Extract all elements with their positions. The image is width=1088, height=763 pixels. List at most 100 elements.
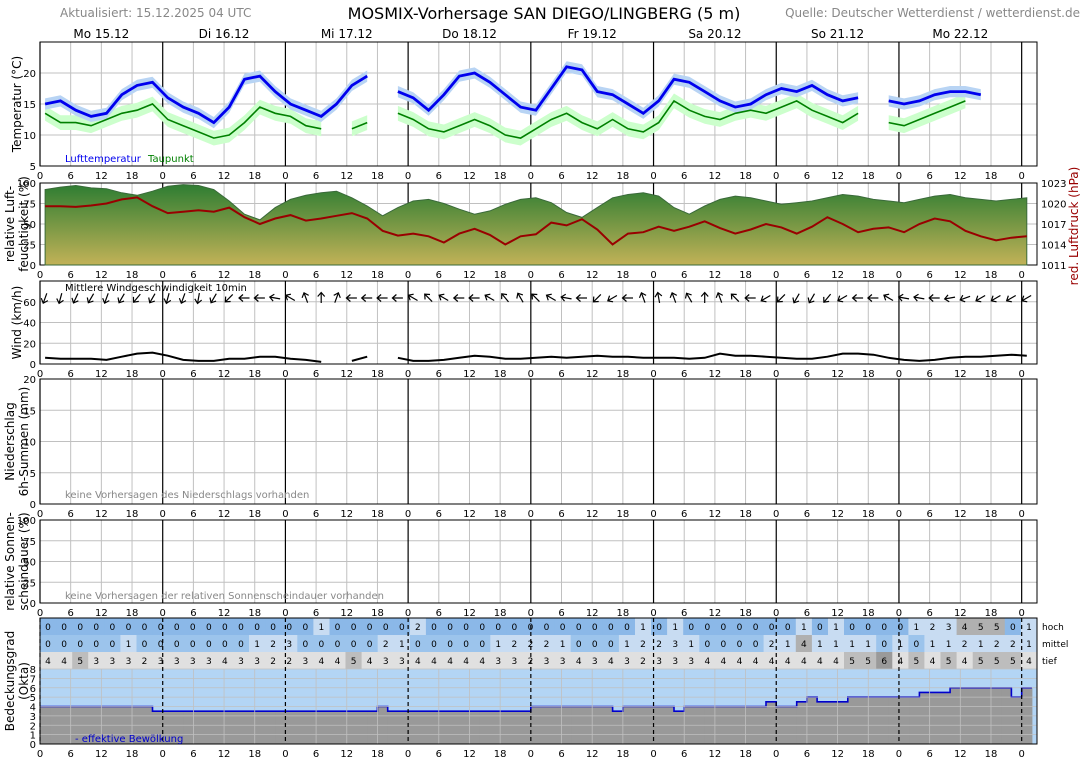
temperature-hour-tick: 12 [831, 171, 844, 182]
temperature-hour-tick: 0 [37, 171, 43, 182]
cloud-cover-bar [612, 711, 624, 744]
cloud-value-tief: 4 [897, 657, 903, 667]
wind-arrow-shaft [88, 293, 95, 303]
wind-ylabel-line: Wind (km/h) [10, 286, 24, 360]
cloud-value-mittel: 1 [624, 640, 630, 650]
wind-arrow [376, 294, 388, 302]
wind-arrow-head [545, 293, 552, 301]
cloud-value-tief: 5 [946, 657, 952, 667]
wind-arrow [837, 294, 848, 303]
cloud-value-hoch: 0 [158, 623, 164, 633]
wind-arrow [268, 293, 281, 302]
temperature-hour-tick: 6 [926, 171, 932, 182]
cloud-value-mittel: 0 [109, 640, 115, 650]
cloud-value-mittel: 2 [512, 640, 518, 650]
cloud-cell-tief [506, 652, 523, 669]
wind-arrow-shaft [899, 296, 910, 300]
cloud-cell-mittel [474, 635, 491, 652]
cloud-value-hoch: 0 [109, 623, 115, 633]
cloud-value-mittel: 0 [45, 640, 51, 650]
cloud-cell-hoch [988, 618, 1006, 635]
cloud-value-hoch: 5 [978, 623, 984, 633]
sunshine-hour-tick: 18 [985, 608, 998, 619]
cloud-cell-tief [490, 652, 507, 669]
cloud-cover-bar [438, 711, 450, 744]
wind-ylabel: Wind (km/h) [10, 286, 24, 360]
wind-arrow-head [516, 292, 524, 299]
chart-title: MOSMIX-Vorhersage SAN DIEGO/LINGBERG (5 … [347, 4, 741, 23]
cloud-value-mittel: 0 [77, 640, 83, 650]
cloud-cell-hoch [120, 618, 137, 635]
humidity-hour-tick: 12 [831, 270, 844, 281]
cloud-cell-hoch [136, 618, 154, 635]
clouds-ylabel-line: (Okta) [17, 662, 31, 700]
precipitation-hour-tick: 18 [494, 509, 507, 520]
wind-arrow-head [391, 294, 397, 302]
humidity-hour-tick: 12 [954, 270, 967, 281]
cloud-value-hoch: 0 [383, 623, 389, 633]
cloud-cell-tief [860, 652, 877, 669]
humidity-hour-tick: 18 [126, 270, 139, 281]
wind-arrow-head [669, 291, 678, 299]
cloud-value-mittel: 0 [319, 640, 325, 650]
clouds-hour-tick: 12 [954, 749, 967, 760]
precipitation-hour-tick: 0 [896, 509, 902, 520]
humidity-hour-tick: 0 [1018, 270, 1024, 281]
cloud-value-tief: 4 [930, 657, 936, 667]
wind-arrow [851, 294, 864, 302]
cloud-value-hoch: 0 [769, 623, 775, 633]
humidity-hour-tick: 6 [436, 270, 442, 281]
sunshine-hour-tick: 18 [616, 608, 629, 619]
cloud-cover-bar [837, 701, 849, 744]
wind-arrow-head [163, 298, 172, 305]
cloud-cell-tief [249, 652, 266, 669]
wind-arrow-shaft [485, 294, 495, 302]
wind-arrow-head [975, 295, 982, 303]
sunshine-hour-tick: 12 [463, 608, 476, 619]
wind-arrow-head [776, 296, 783, 303]
cloud-cell-hoch [940, 618, 958, 635]
wind-arrow-head [560, 293, 567, 302]
wind-arrow-head [1005, 295, 1012, 303]
precipitation-ytick-label: 10 [23, 438, 36, 449]
cloud-cover-bar [766, 701, 777, 744]
sunshine-hour-tick: 12 [586, 608, 599, 619]
wind-arrow-head [792, 297, 800, 304]
temperature-ytick-label: 5 [30, 162, 36, 173]
cloud-value-tief: 5 [77, 657, 83, 667]
wind-ytick-label: 0 [30, 360, 36, 371]
cloud-cell-mittel [602, 635, 620, 652]
cloud-cell-mittel [860, 635, 877, 652]
cloud-cell-hoch [956, 618, 974, 635]
cloud-value-tief: 4 [415, 657, 421, 667]
wind-hour-tick: 12 [831, 369, 844, 380]
wind-arrow-shaft [884, 294, 894, 302]
cloud-value-hoch: 0 [174, 623, 180, 633]
wind-arrow-head [148, 297, 155, 304]
day-label: Do 18.12 [442, 27, 497, 41]
wind-arrow [224, 294, 234, 303]
cloud-cell-mittel [490, 635, 507, 652]
wind-arrow [71, 293, 79, 304]
precipitation-hour-tick: 12 [218, 509, 231, 520]
wind-arrow [545, 293, 556, 302]
cloud-cover-bar [459, 711, 470, 744]
clouds-hour-tick: 18 [494, 749, 507, 760]
temperature-hour-tick: 18 [862, 171, 875, 182]
cloud-value-hoch: 0 [302, 623, 308, 633]
humidity-hour-tick: 12 [586, 270, 599, 281]
humidity-ylabel-line: feuchtigkeit (%) [17, 176, 31, 272]
cloud-cell-hoch [828, 618, 845, 635]
humidity-hour-tick: 6 [926, 270, 932, 281]
temperature-hour-tick: 0 [282, 171, 288, 182]
wind-arrow [132, 293, 141, 303]
humidity-hour-tick: 6 [681, 270, 687, 281]
clouds-hour-tick: 0 [282, 749, 288, 760]
cloud-value-hoch: 0 [399, 623, 405, 633]
cloud-cell-hoch [361, 618, 379, 635]
wind-arrow [284, 293, 296, 302]
precipitation-panel: 0 5 10 15 20 0 6 12 18 0 6 12 18 0 6 12 18 0 6 12 18 0 6 12 18 0 6… [3, 375, 1038, 520]
wind-arrow [807, 293, 816, 304]
temperature-panel: 5 10 15 20 0 6 12 18 0 6 12 18 0 6 12 18 0 6 12 18 0 6 12 18 0 6 1… [10, 41, 1038, 182]
